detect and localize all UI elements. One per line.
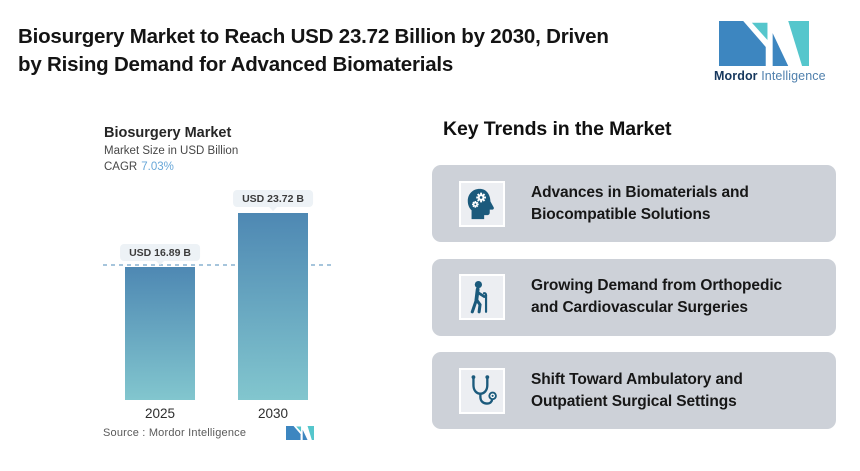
head-with-gears-icon <box>467 188 494 219</box>
trend-2-line1: Growing Demand from Orthopedic <box>531 277 783 294</box>
trend-3-line1: Shift Toward Ambulatory and <box>531 370 743 388</box>
source-attribution: Source : Mordor Intelligence <box>103 427 247 439</box>
brand-wordmark: Mordor Intelligence <box>714 69 826 83</box>
brand-name-bold: Mordor <box>714 69 758 83</box>
chart-cagr: CAGR 7.03% <box>104 161 174 173</box>
stethoscope-icon <box>471 374 497 405</box>
trend-card-biomaterials: Advances in Biomaterials and Biocompatib… <box>432 165 836 242</box>
trend-cards: Advances in Biomaterials and Biocompatib… <box>432 165 836 429</box>
trend-1-line2: Biocompatible Solutions <box>531 205 711 223</box>
mordor-intelligence-logo-icon <box>719 21 809 66</box>
trend-card-text: Shift Toward Ambulatory and Outpatient S… <box>531 369 743 413</box>
brand-name-light: Intelligence <box>761 69 826 83</box>
trend-3-line2: Outpatient Surgical Settings <box>531 392 737 410</box>
icon-tile <box>459 274 505 320</box>
cagr-label: CAGR <box>104 161 138 173</box>
bar-chart: USD 16.89 B USD 23.72 B 2025 2030 <box>100 190 345 421</box>
page-title-line2: by Rising Demand for Advanced Biomateria… <box>18 52 454 76</box>
chart-subtitle: Market Size in USD Billion <box>104 145 239 157</box>
brand-logo: Mordor Intelligence <box>714 21 826 83</box>
trend-card-surgeries: Growing Demand from Orthopedic and Cardi… <box>432 258 836 336</box>
bar-2025 <box>125 267 195 400</box>
cagr-value: 7.03% <box>141 161 174 173</box>
value-label-2030: USD 23.72 B <box>233 190 313 211</box>
person-with-cane-icon <box>470 280 488 314</box>
trend-card-ambulatory: Shift Toward Ambulatory and Outpatient S… <box>432 352 836 429</box>
value-label-2025: USD 16.89 B <box>120 244 200 265</box>
icon-tile <box>459 180 505 227</box>
page-title-line1: Biosurgery Market to Reach USD 23.72 Bil… <box>18 25 609 48</box>
mordor-intelligence-logo-small-icon <box>286 426 314 440</box>
x-axis-label-2025: 2025 <box>144 406 176 421</box>
icon-tile <box>459 367 505 414</box>
chart-title: Biosurgery Market <box>104 125 232 141</box>
trend-1-line1: Advances in Biomaterials and <box>531 183 749 201</box>
trend-card-text: Advances in Biomaterials and Biocompatib… <box>531 182 749 226</box>
bar-2030 <box>238 213 308 400</box>
page-title: Biosurgery Market to Reach USD 23.72 Bil… <box>18 23 609 78</box>
x-axis-label-2030: 2030 <box>257 406 289 421</box>
trends-heading: Key Trends in the Market <box>443 118 672 140</box>
trend-2-line2: and Cardiovascular Surgeries <box>531 299 748 316</box>
reference-dashed-line <box>103 264 335 266</box>
trend-card-text: Growing Demand from Orthopedic and Cardi… <box>531 275 782 319</box>
